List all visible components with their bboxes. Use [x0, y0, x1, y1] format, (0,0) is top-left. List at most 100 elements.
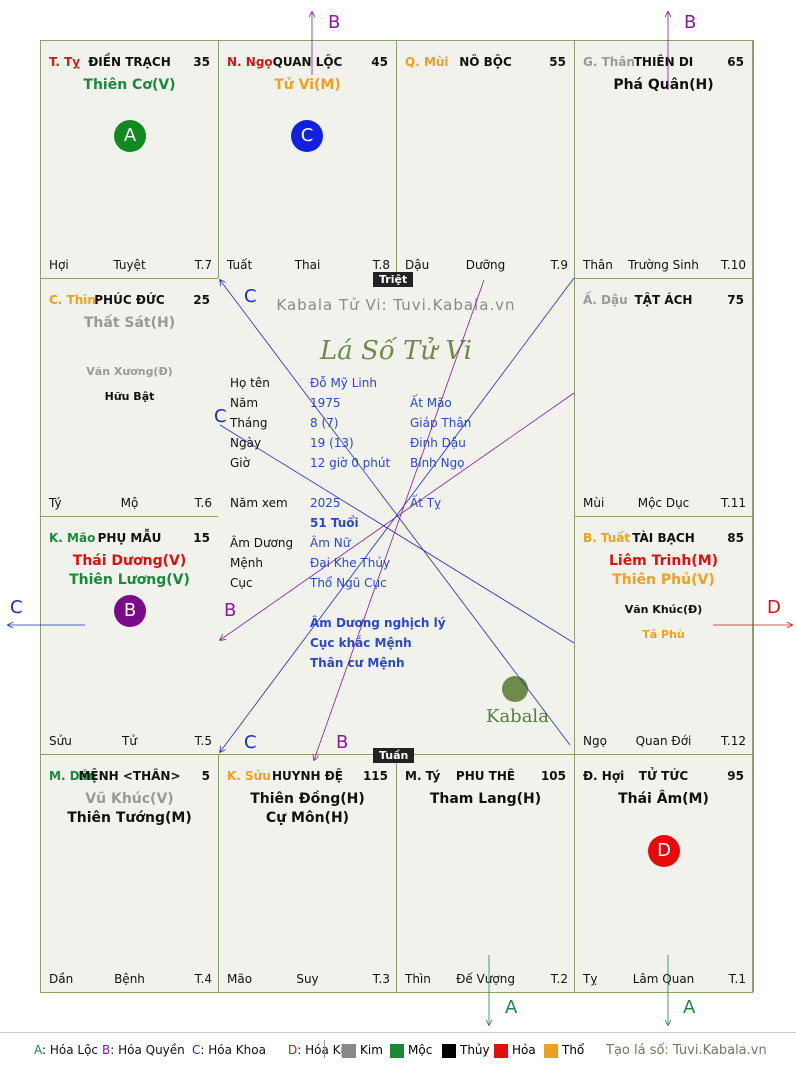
palace-name: MỆNH <THÂN> [78, 769, 181, 783]
minor-star: Văn Xương(Đ) [86, 365, 173, 378]
palace-branch: N. Ngọ [227, 55, 273, 69]
palace-stage: Thai [294, 258, 321, 272]
badge-c: C [291, 120, 323, 152]
palace-branch: M. Dần [49, 769, 97, 783]
palace-age: 95 [727, 769, 744, 783]
palace-month: T.5 [194, 734, 212, 748]
palace-name: TÀI BẠCH [632, 531, 695, 545]
info-label: Họ tên [230, 376, 270, 390]
element-swatch [442, 1043, 456, 1058]
info-value: 12 giờ 0 phút [310, 456, 391, 470]
legend-element: Kim [342, 1043, 383, 1058]
palace-cell: Q. Mùi NÔ BỘC 55 Dậu Dưỡng T.9 [396, 40, 575, 279]
palace-age: 105 [540, 769, 566, 783]
arrow-label-c-3: C [244, 732, 257, 753]
minor-star: Hữu Bật [104, 390, 155, 403]
palace-month: T.3 [372, 972, 390, 986]
palace-cell: G. Thân THIÊN DI 65 Thân Trường Sinh T.1… [574, 40, 753, 279]
info-label: Tháng [230, 416, 268, 430]
arrow-label-c-left: C [10, 597, 23, 618]
main-star: Tham Lang(H) [429, 791, 542, 807]
info-value: 1975 [310, 396, 341, 410]
arrow-label-b-top2: B [684, 12, 697, 33]
palace-cell: K. Mão PHỤ MẪU 15 Sửu Tử T.5 Thái Dương(V… [40, 516, 219, 755]
center-panel: Triệt Tuần Kabala Tử Vi: Tuvi.Kabala.vn … [218, 272, 574, 763]
arrow-label-d-right: D [767, 597, 781, 618]
namxem-label: Năm xem [230, 496, 288, 510]
palace-month: T.2 [550, 972, 568, 986]
palace-branch-bottom: Sửu [49, 734, 72, 748]
palace-stage: Mộc Dục [637, 496, 690, 510]
main-star: Phá Quân(H) [613, 77, 714, 93]
palace-name: NÔ BỘC [459, 55, 512, 69]
palace-age: 25 [193, 293, 210, 307]
minor-star: Văn Khúc(Đ) [624, 603, 703, 616]
palace-branch-bottom: Mùi [583, 496, 605, 510]
info-label: Năm [230, 396, 259, 410]
palace-branch-bottom: Tỵ [583, 972, 598, 986]
palace-stage: Suy [296, 972, 319, 986]
palace-cell: T. Tỵ ĐIỀN TRẠCH 35 Hợi Tuyệt T.7 Thiên C… [40, 40, 219, 279]
palace-stage: Trường Sinh [628, 258, 699, 272]
legend-element: Mộc [390, 1043, 432, 1058]
tree-logo-icon [502, 676, 528, 702]
main-star: Thiên Tướng(M) [67, 810, 192, 826]
palace-month: T.7 [194, 258, 212, 272]
palace-month: T.12 [721, 734, 746, 748]
palace-month: T.6 [194, 496, 212, 510]
palace-cell: M. Tý PHU THÊ 105 Thìn Đế Vượng T.2 Tham … [396, 754, 575, 993]
info-can-chi: Đinh Dậu [410, 436, 466, 450]
info-value: Thổ Ngũ Cục [310, 576, 387, 590]
chart-note: Thân cư Mệnh [310, 656, 405, 670]
minor-star: Tả Phù [642, 628, 685, 641]
arrow-label-a-1: A [505, 997, 518, 1018]
age-value: 51 Tuổi [310, 516, 359, 530]
info-value: Đại Khe Thủy [310, 556, 391, 570]
palace-stage: Bệnh [114, 972, 145, 986]
arrow-label-c-1: C [244, 286, 257, 307]
main-star: Thái Dương(V) [72, 553, 187, 569]
main-star: Thái Âm(M) [618, 791, 709, 807]
palace-cell: N. Ngọ QUAN LỘC 45 Tuất Thai T.8 Tử Vi(M) [218, 40, 397, 279]
arrow-label-b-bottom: B [336, 732, 349, 753]
badge-a: A [114, 120, 146, 152]
palace-branch: C. Thìn [49, 293, 96, 307]
info-label: Giờ [230, 456, 250, 470]
main-star: Liêm Trinh(M) [608, 553, 719, 569]
palace-branch: Đ. Hợi [583, 769, 625, 783]
main-star: Thiên Đồng(H) [250, 791, 365, 807]
palace-branch: Q. Mùi [405, 55, 449, 69]
element-swatch [494, 1043, 508, 1058]
palace-month: T.4 [194, 972, 212, 986]
palace-name: TỬ TỨC [638, 769, 689, 783]
palace-cell: B. Tuất TÀI BẠCH 85 Ngọ Quan Đới T.12 Liê… [574, 516, 753, 755]
legend-hoa: A: Hóa Lộc [34, 1043, 99, 1057]
palace-branch-bottom: Tý [49, 496, 62, 510]
palace-branch-bottom: Thân [583, 258, 613, 272]
palace-stage: Tử [122, 734, 137, 748]
palace-name: PHU THÊ [455, 769, 516, 783]
palace-age: 45 [371, 55, 388, 69]
palace-stage: Dưỡng [465, 258, 506, 272]
legend-divider [0, 1032, 796, 1033]
palace-stage: Quan Đới [635, 734, 692, 748]
legend-hoa: C: Hóa Khoa [192, 1043, 266, 1057]
palace-stage: Lâm Quan [632, 972, 695, 986]
palace-branch-bottom: Ngọ [583, 734, 607, 748]
palace-branch: K. Sửu [227, 769, 271, 783]
main-star: Vũ Khúc(V) [85, 791, 174, 807]
legend-element: Hỏa [494, 1043, 536, 1058]
palace-name: ĐIỀN TRẠCH [88, 55, 171, 69]
chart-note: Âm Dương nghịch lý [310, 616, 446, 630]
palace-name: PHỤ MẪU [97, 531, 162, 545]
main-star: Cự Môn(H) [265, 810, 350, 826]
palace-stage: Đế Vượng [456, 972, 515, 986]
credit-text: Tạo lá số: Tuvi.Kabala.vn [606, 1043, 767, 1058]
info-can-chi: Giáp Thân [410, 416, 472, 430]
chart-board: T. Tỵ ĐIỀN TRẠCH 35 Hợi Tuyệt T.7 Thiên C… [40, 40, 754, 993]
arrow-label-b-top1: B [328, 12, 341, 33]
arrow-label-a-2: A [683, 997, 696, 1018]
element-swatch [342, 1043, 356, 1058]
info-label: Cục [230, 576, 253, 590]
palace-name: QUAN LỘC [272, 55, 343, 69]
